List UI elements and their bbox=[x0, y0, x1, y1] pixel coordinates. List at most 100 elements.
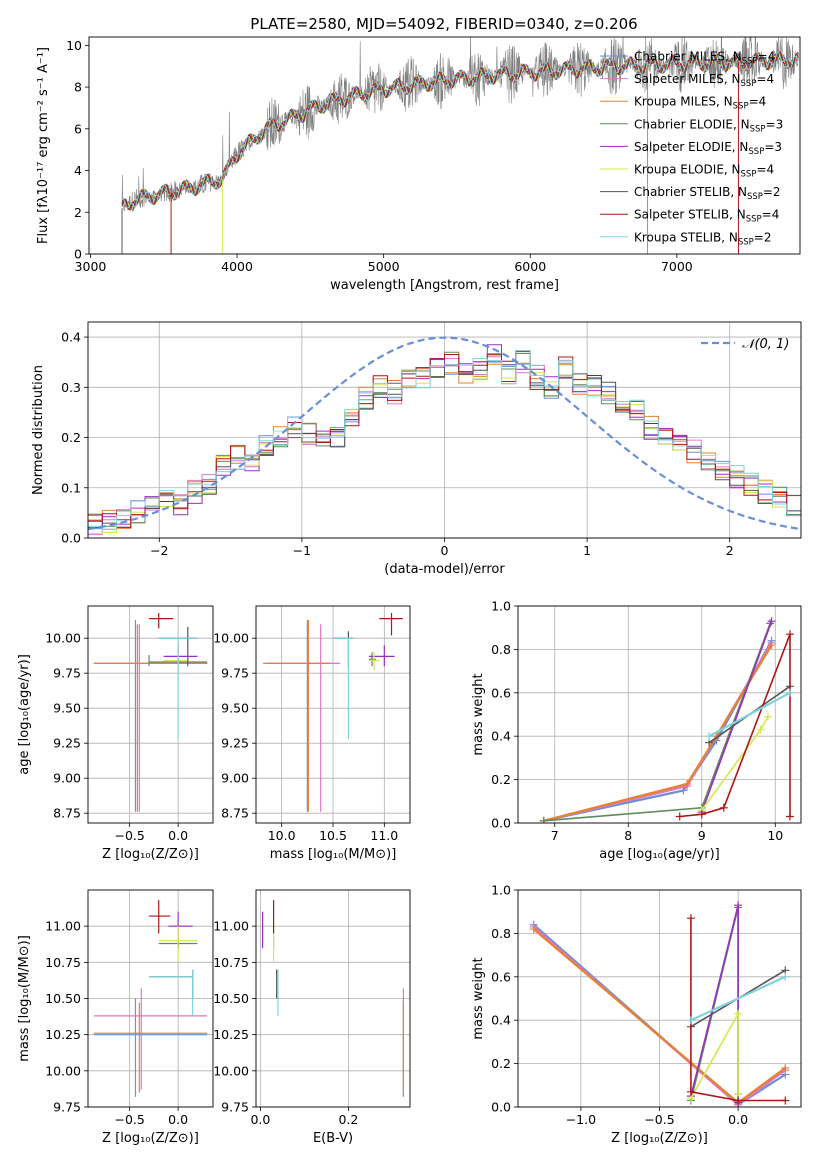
legend-entry: Salpeter ELODIE, NSSP=3 bbox=[634, 140, 782, 157]
weight-marker bbox=[767, 641, 776, 650]
y-tick-label: 10.75 bbox=[45, 955, 81, 970]
axes-frame bbox=[517, 605, 802, 824]
legend-entry: Chabrier MILES, NSSP=4 bbox=[634, 50, 775, 67]
errorbar-point bbox=[266, 620, 330, 812]
y-tick-label: 0.4 bbox=[491, 729, 511, 744]
errorbar-point bbox=[93, 624, 208, 812]
x-axis-label: mass [log₁₀(M/M⊙)] bbox=[270, 847, 397, 862]
errorbar-point bbox=[379, 613, 403, 636]
y-tick-label: 8.75 bbox=[221, 806, 249, 821]
y-tick-label: 11.00 bbox=[45, 919, 81, 934]
weight-line bbox=[701, 620, 773, 813]
panel-weight_vs_Z: −1.0 −0.5 0.0 0.0 0.2 0.4 0.6 0.8 1.0 Z [log₁₀(Z/… bbox=[471, 883, 802, 1146]
x-tick-label: 7 bbox=[551, 828, 559, 843]
y-tick-label: 10.00 bbox=[213, 1063, 249, 1078]
x-axis-label: (data-model)/error bbox=[384, 562, 505, 577]
plot-area bbox=[121, 37, 799, 254]
y-tick-label: 10.00 bbox=[45, 631, 81, 646]
weight-marker bbox=[734, 901, 743, 910]
y-tick-label: 11.00 bbox=[213, 919, 249, 934]
weight-marker bbox=[697, 810, 706, 819]
errorbar-point bbox=[93, 1002, 208, 1093]
weight-marker bbox=[756, 725, 765, 734]
axes-frame bbox=[88, 36, 801, 255]
weight-marker bbox=[767, 617, 776, 626]
legend-entry: 𝒩(0, 1) bbox=[742, 337, 789, 352]
x-axis-label: Z [log₁₀(Z/Z⊙)] bbox=[611, 1131, 708, 1146]
y-tick-label: 2 bbox=[74, 205, 82, 220]
x-tick-label: −1.0 bbox=[566, 1112, 596, 1127]
y-tick-label: 6 bbox=[74, 121, 82, 136]
x-tick-label: 10.5 bbox=[319, 828, 347, 843]
errorbar-point bbox=[93, 988, 208, 1090]
errorbar-point bbox=[93, 620, 208, 812]
legend-entry: Chabrier ELODIE, NSSP=3 bbox=[634, 117, 783, 134]
weight-marker bbox=[781, 1096, 790, 1105]
panel-age_vs_mass: 10.0 10.5 11.0 8.75 9.00 9.25 9.50 9.75 10.00 mas… bbox=[213, 605, 411, 862]
y-tick-label: 9.00 bbox=[53, 771, 81, 786]
y-tick-label: 1.0 bbox=[491, 599, 511, 614]
y-tick-label: 0.8 bbox=[491, 642, 511, 657]
y-tick-label: 8.75 bbox=[53, 806, 81, 821]
y-axis-label: Normed distribution bbox=[31, 365, 46, 495]
panel-mass_vs_ebv: 0.0 0.2 9.75 10.00 10.25 10.50 10.75 11.00 E(B-V… bbox=[213, 889, 411, 1146]
axes-frame bbox=[517, 889, 802, 1108]
y-tick-label: 0.0 bbox=[491, 1100, 511, 1115]
weight-line bbox=[708, 691, 791, 738]
weight-line bbox=[701, 716, 769, 811]
weight-marker bbox=[763, 712, 772, 721]
errorbar-point bbox=[93, 998, 208, 1097]
plot-area bbox=[262, 900, 404, 1097]
errorbar-point bbox=[158, 637, 198, 739]
weight-marker bbox=[686, 914, 695, 923]
weight-marker bbox=[675, 812, 684, 821]
y-tick-label: 0.0 bbox=[61, 531, 81, 546]
axes-frame bbox=[255, 889, 411, 1108]
errorbar-point bbox=[368, 652, 380, 671]
x-axis-label: Z [log₁₀(Z/Z⊙)] bbox=[102, 847, 199, 862]
x-tick-label: 3000 bbox=[75, 259, 107, 274]
plot-area bbox=[93, 613, 208, 812]
errorbar-point bbox=[168, 911, 193, 948]
x-tick-label: 10.0 bbox=[268, 828, 296, 843]
errorbar-point bbox=[333, 637, 354, 739]
panel-mass_vs_Z: −0.5 0.0 9.75 10.00 10.25 10.50 10.75 11.00 Z [l… bbox=[17, 889, 214, 1146]
y-tick-label: 0.1 bbox=[61, 480, 81, 495]
y-tick-label: 10.50 bbox=[213, 991, 249, 1006]
model-kroupa-stelib bbox=[121, 51, 799, 209]
errorbar-point bbox=[333, 631, 354, 667]
weight-marker bbox=[785, 812, 794, 821]
y-tick-label: 9.25 bbox=[53, 736, 81, 751]
y-axis-label: mass weight bbox=[471, 957, 486, 1039]
weight-line bbox=[690, 975, 786, 1022]
plot-area bbox=[88, 336, 801, 536]
x-tick-label: 0 bbox=[441, 543, 449, 558]
x-tick-label: 10 bbox=[767, 828, 783, 843]
legend-entry: Kroupa MILES, NSSP=4 bbox=[634, 95, 766, 112]
y-tick-label: 9.75 bbox=[53, 1100, 81, 1115]
x-tick-label: −2 bbox=[150, 543, 168, 558]
errorbar-point bbox=[149, 613, 174, 629]
weight-line bbox=[543, 642, 773, 822]
y-tick-label: 10.00 bbox=[213, 631, 249, 646]
y-tick-label: 0.6 bbox=[491, 685, 511, 700]
x-tick-label: 2 bbox=[726, 543, 734, 558]
x-tick-label: 5000 bbox=[368, 259, 400, 274]
x-tick-label: 0.0 bbox=[250, 1112, 270, 1127]
y-tick-label: 10.25 bbox=[213, 1027, 249, 1042]
x-tick-label: 4000 bbox=[221, 259, 253, 274]
weight-marker bbox=[734, 1009, 743, 1018]
weight-marker bbox=[539, 816, 548, 823]
y-tick-label: 9.25 bbox=[221, 736, 249, 751]
y-axis-label: mass weight bbox=[471, 673, 486, 755]
plot-area bbox=[263, 613, 403, 812]
y-tick-label: 10.25 bbox=[45, 1027, 81, 1042]
y-tick-label: 10.75 bbox=[213, 955, 249, 970]
y-tick-label: 0.4 bbox=[491, 1013, 511, 1028]
axes-frame bbox=[255, 605, 411, 824]
y-tick-label: 1.0 bbox=[491, 883, 511, 898]
panel-spectrum: 3000 4000 5000 6000 7000 0 2 4 6 8 10 wavelength [A… bbox=[36, 36, 801, 293]
x-tick-label: 1 bbox=[583, 543, 591, 558]
x-axis-label: Z [log₁₀(Z/Z⊙)] bbox=[102, 1131, 199, 1146]
y-tick-label: 10.50 bbox=[45, 991, 81, 1006]
